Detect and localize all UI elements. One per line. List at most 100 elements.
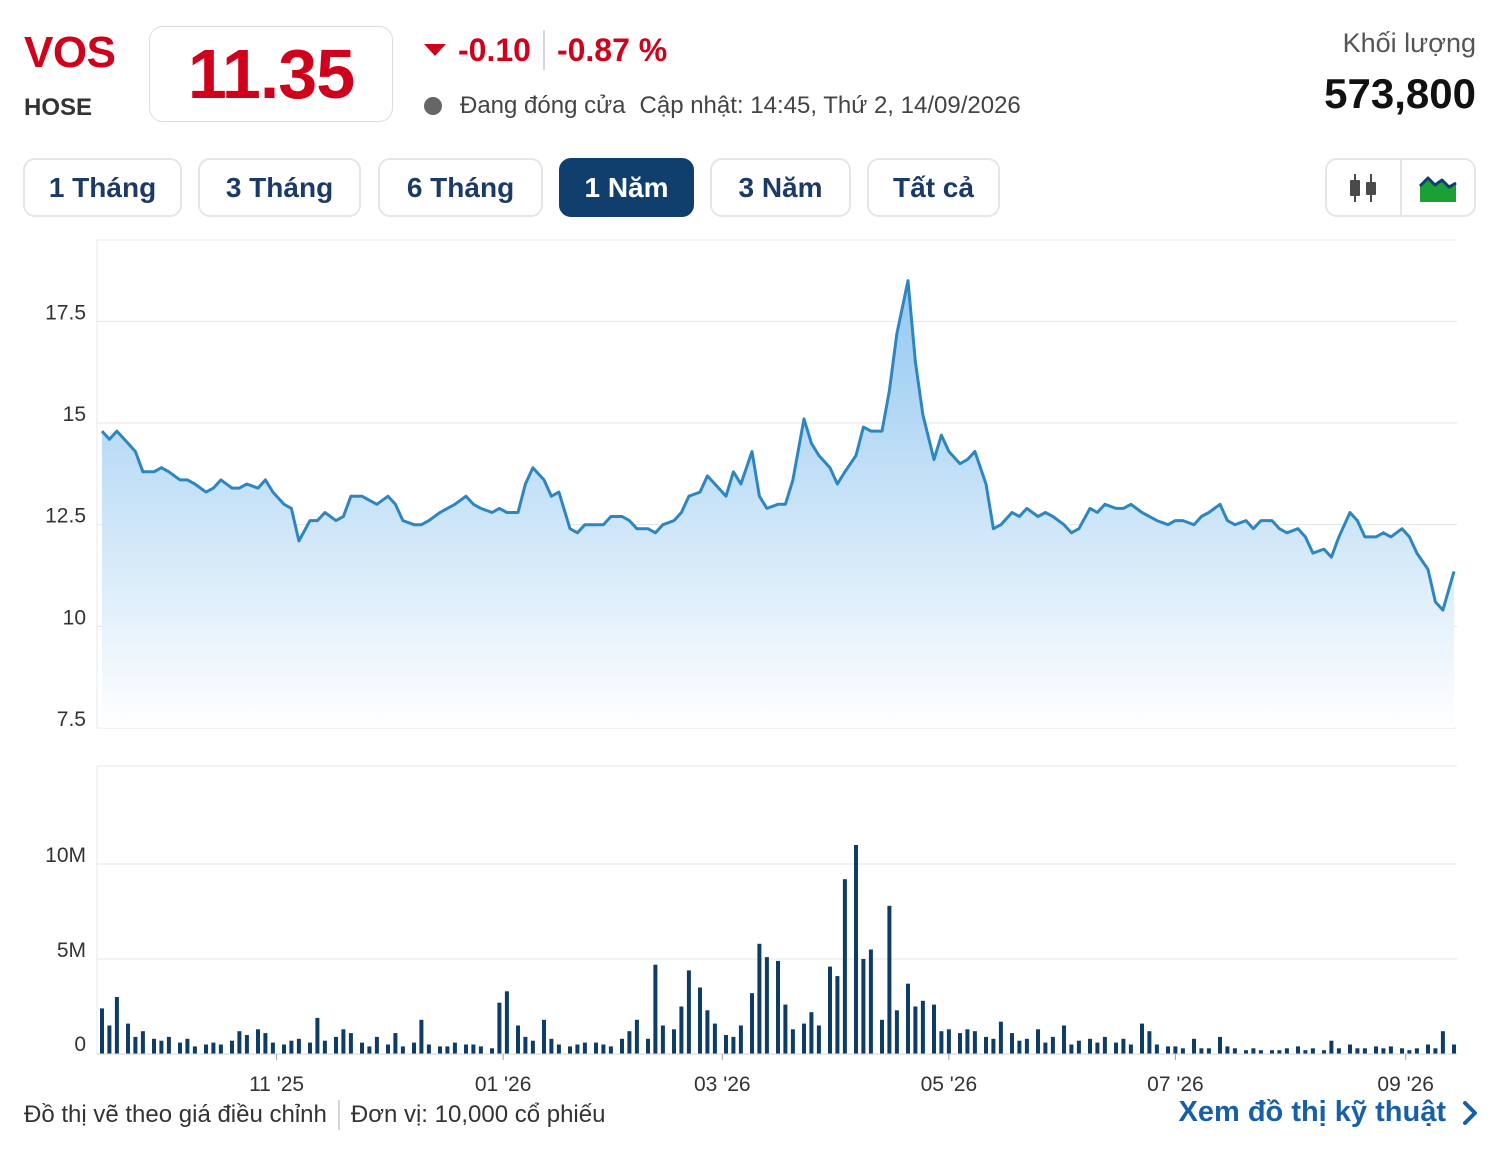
price-tick-label: 7.5	[57, 708, 86, 731]
volume-bar	[712, 1023, 717, 1054]
volume-bar	[854, 845, 858, 1054]
volume-bar	[549, 1038, 554, 1054]
volume-bar	[939, 1031, 944, 1054]
volume-bar	[178, 1042, 182, 1054]
volume-bar	[556, 1044, 561, 1054]
volume-bar	[1225, 1046, 1230, 1054]
volume-bar	[828, 966, 832, 1054]
volume-bar	[1433, 1048, 1438, 1054]
volume-bar	[1050, 1036, 1055, 1054]
market-status: Đang đóng cửa	[460, 92, 626, 119]
volume-bar	[296, 1038, 301, 1054]
volume-bar	[438, 1046, 442, 1054]
volume-bar	[887, 905, 892, 1054]
volume-bar	[114, 997, 119, 1054]
volume-bar	[1024, 1038, 1029, 1054]
technical-chart-link[interactable]: Xem đồ thị kỹ thuật	[1179, 1096, 1478, 1129]
volume-bar	[107, 1025, 112, 1054]
price-line	[100, 279, 1456, 612]
volume-bar	[1296, 1046, 1300, 1054]
tab-1-month[interactable]: 1 Tháng	[23, 158, 182, 217]
exchange-label: HOSE	[24, 94, 93, 121]
volume-bar	[1310, 1048, 1315, 1054]
volume-bar	[497, 1002, 502, 1054]
volume-bar	[946, 1029, 951, 1054]
volume-bar	[894, 1010, 899, 1054]
volume-bar	[1452, 1044, 1456, 1054]
volume-bar	[790, 1029, 795, 1054]
volume-bar	[419, 1019, 424, 1054]
volume-bar	[920, 1000, 925, 1054]
volume-bar	[237, 1031, 242, 1054]
volume-bar	[1348, 1044, 1352, 1054]
volume-bar	[445, 1046, 450, 1054]
volume-bar	[412, 1042, 416, 1054]
area-chart-button[interactable]	[1399, 160, 1475, 215]
volume-bar	[464, 1044, 468, 1054]
volume-bar	[750, 993, 754, 1054]
volume-panel: 0 5M 10M	[45, 765, 1457, 1056]
chevron-right-icon	[1463, 1100, 1477, 1125]
tab-3-years[interactable]: 3 Năm	[710, 158, 851, 217]
volume-bar	[322, 1040, 327, 1054]
volume-bar	[1199, 1048, 1204, 1054]
stock-ticker: VOS	[24, 28, 116, 77]
volume-bar	[1017, 1040, 1022, 1054]
volume-tick-label: 10M	[45, 844, 86, 867]
divider	[542, 30, 545, 70]
volume-bar	[1303, 1050, 1308, 1054]
price-tick-label: 10	[63, 606, 86, 629]
volume-bar	[835, 976, 840, 1054]
volume-bar	[868, 949, 873, 1054]
volume-bar	[809, 1012, 814, 1054]
volume-bar	[1043, 1042, 1048, 1054]
volume-bar	[1076, 1040, 1081, 1054]
current-price: 11.35	[187, 35, 355, 113]
volume-bar	[1036, 1029, 1040, 1054]
volume-bar	[140, 1031, 145, 1054]
volume-bar	[1121, 1038, 1126, 1054]
tab-6-months[interactable]: 6 Tháng	[378, 158, 543, 217]
volume-bar	[1173, 1046, 1178, 1054]
volume-bar	[386, 1044, 390, 1054]
tab-all[interactable]: Tất cả	[867, 158, 1000, 217]
volume-bar	[568, 1046, 572, 1054]
volume-bar	[998, 1021, 1003, 1054]
volume-bar	[211, 1042, 216, 1054]
volume-bar	[1381, 1048, 1386, 1054]
volume-bar	[582, 1042, 587, 1054]
x-tick-label: 01 '26	[475, 1073, 532, 1096]
volume-bar	[192, 1046, 197, 1054]
volume-bar	[1374, 1046, 1378, 1054]
volume-bar	[289, 1040, 294, 1054]
volume-bar	[341, 1029, 346, 1054]
x-tick-label: 05 '26	[921, 1073, 978, 1096]
candlestick-chart-button[interactable]	[1327, 160, 1400, 215]
volume-bar	[393, 1033, 398, 1054]
tab-3-months[interactable]: 3 Tháng	[198, 158, 361, 217]
candlestick-icon	[1350, 173, 1377, 202]
volume-bar	[1244, 1050, 1248, 1054]
chart-footer-notes: Đồ thị vẽ theo giá điều chỉnh Đơn vị: 10…	[24, 1100, 605, 1130]
volume-bar	[1440, 1031, 1445, 1054]
volume-bar	[932, 1004, 936, 1054]
volume-bar	[1400, 1048, 1404, 1054]
divider	[337, 1100, 340, 1130]
volume-bar	[1180, 1048, 1185, 1054]
volume-bar	[620, 1038, 624, 1054]
volume-bar	[1102, 1036, 1107, 1054]
volume-bar	[958, 1033, 962, 1054]
price-change-percent: -0.87 %	[556, 31, 668, 68]
tab-1-year[interactable]: 1 Năm	[559, 158, 694, 217]
volume-bar	[880, 1019, 884, 1054]
volume-bar	[218, 1044, 223, 1054]
volume-bar	[764, 957, 769, 1054]
volume-bar	[230, 1040, 234, 1054]
volume-bar	[776, 960, 780, 1054]
volume-bar	[282, 1044, 286, 1054]
volume-tick-label: 5M	[57, 939, 86, 962]
volume-bar	[523, 1036, 528, 1054]
volume-bar	[542, 1019, 546, 1054]
volume-bar	[842, 879, 847, 1054]
volume-bar	[1062, 1025, 1066, 1054]
